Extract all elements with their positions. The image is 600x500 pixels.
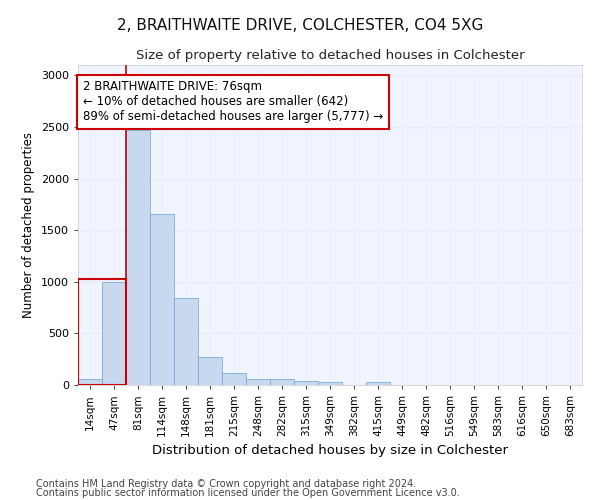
Bar xyxy=(366,382,390,385)
Bar xyxy=(294,382,318,385)
Bar xyxy=(78,278,126,385)
Y-axis label: Number of detached properties: Number of detached properties xyxy=(22,132,35,318)
Bar xyxy=(78,379,102,385)
Bar xyxy=(126,130,150,385)
Bar xyxy=(150,214,174,385)
Bar xyxy=(102,282,126,385)
Text: Contains public sector information licensed under the Open Government Licence v3: Contains public sector information licen… xyxy=(36,488,460,498)
Bar xyxy=(246,380,270,385)
Bar xyxy=(198,357,222,385)
Bar xyxy=(270,380,294,385)
X-axis label: Distribution of detached houses by size in Colchester: Distribution of detached houses by size … xyxy=(152,444,508,458)
Text: 2, BRAITHWAITE DRIVE, COLCHESTER, CO4 5XG: 2, BRAITHWAITE DRIVE, COLCHESTER, CO4 5X… xyxy=(117,18,483,32)
Bar xyxy=(318,382,342,385)
Text: Contains HM Land Registry data © Crown copyright and database right 2024.: Contains HM Land Registry data © Crown c… xyxy=(36,479,416,489)
Title: Size of property relative to detached houses in Colchester: Size of property relative to detached ho… xyxy=(136,50,524,62)
Bar xyxy=(174,298,198,385)
Text: 2 BRAITHWAITE DRIVE: 76sqm
← 10% of detached houses are smaller (642)
89% of sem: 2 BRAITHWAITE DRIVE: 76sqm ← 10% of deta… xyxy=(83,80,383,124)
Bar xyxy=(222,372,246,385)
